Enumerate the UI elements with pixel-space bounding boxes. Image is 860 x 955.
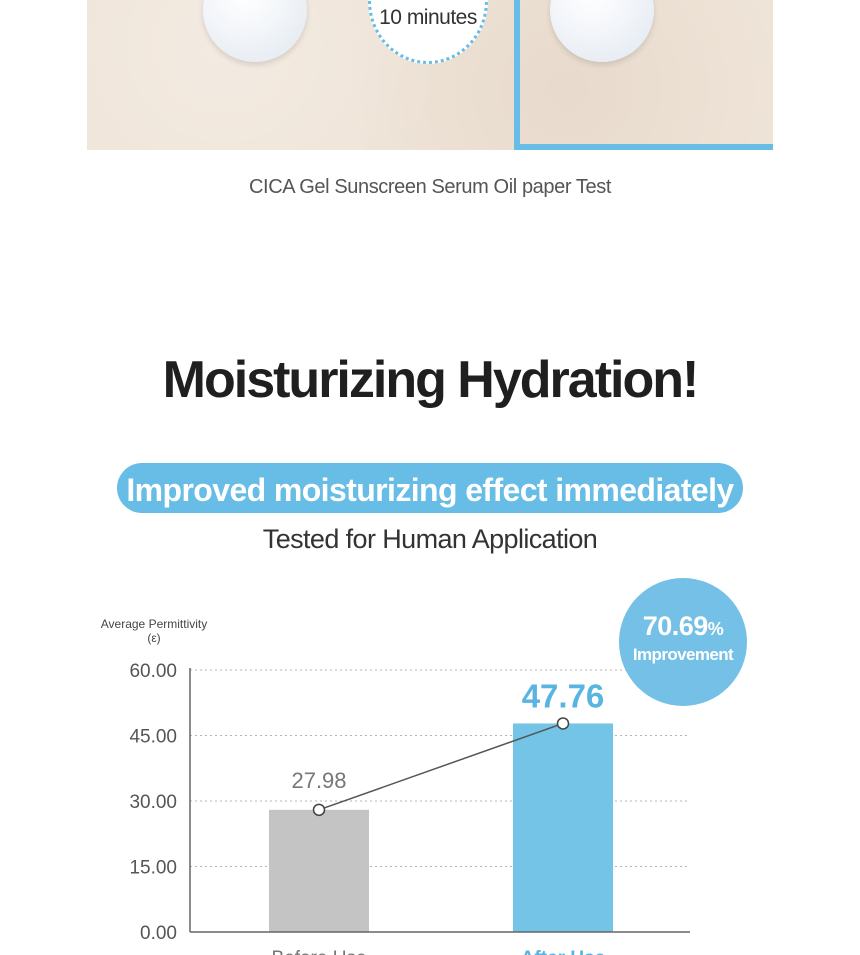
improvement-badge: 70.69% Improvement — [619, 578, 747, 706]
trend-point — [312, 803, 326, 817]
category-label-before: Before Use — [271, 948, 366, 955]
y-tick-label: 15.00 — [129, 858, 177, 879]
permittivity-chart: Average Permittivity(ε) 0.00 15.00 30.00 45.… — [101, 617, 690, 955]
oil-paper-test-photo: 10 minutes — [87, 0, 773, 150]
trend-line — [318, 722, 564, 811]
y-tick-label: 60.00 — [129, 661, 177, 682]
improvement-value: 70.69% — [619, 611, 747, 642]
bar-after-use — [513, 723, 613, 932]
y-tick-label: 45.00 — [129, 727, 177, 748]
effect-banner-text: Improved moisturizing effect immediately — [126, 472, 734, 508]
value-label-after: 47.76 — [522, 677, 605, 714]
trend-point — [556, 717, 570, 730]
timer-label: 10 minutes — [379, 6, 477, 29]
improvement-label: Improvement — [632, 645, 734, 664]
y-axis-unit: (ε) — [147, 631, 160, 645]
test-subtitle: Tested for Human Application — [262, 524, 598, 554]
value-label-before: 27.98 — [291, 768, 346, 793]
category-label-after: After Use — [521, 948, 605, 955]
after-highlight-frame — [514, 0, 773, 150]
effect-banner: Improved moisturizing effect immediately — [117, 463, 743, 513]
section-headline: Moisturizing Hydration! — [162, 351, 700, 409]
photo-caption: CICA Gel Sunscreen Serum Oil paper Test — [249, 176, 611, 198]
y-tick-label: 0.00 — [140, 923, 177, 944]
y-tick-label: 30.00 — [129, 792, 177, 813]
bar-before-use — [269, 809, 369, 932]
improvement-unit: % — [707, 619, 724, 639]
y-axis-title: Average Permittivity — [101, 617, 207, 631]
improvement-number: 70.69 — [642, 611, 709, 641]
